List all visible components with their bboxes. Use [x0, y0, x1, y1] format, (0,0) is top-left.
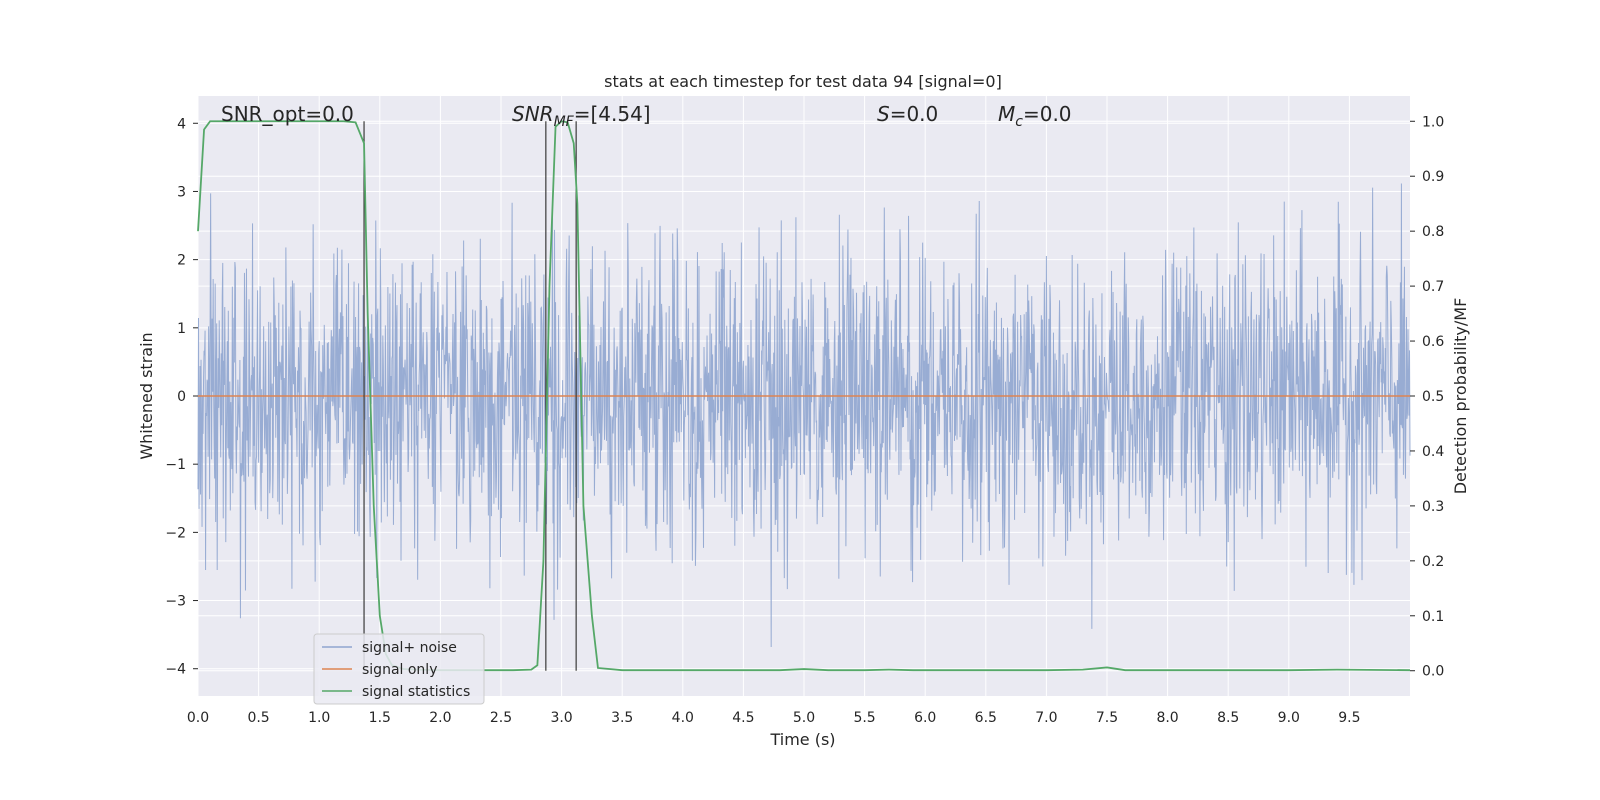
y-tick-label-right: 0.2 [1422, 554, 1444, 570]
x-tick-label: 4.0 [672, 710, 694, 726]
y-tick-label-right: 0.3 [1422, 499, 1444, 515]
y-tick-label-right: 0.8 [1422, 224, 1444, 240]
y-tick-label-left: −3 [165, 594, 186, 610]
signal-noise-series [197, 183, 1411, 647]
y-axis-right-ticks: 1.0 0.9 0.8 0.7 0.6 0.5 0.4 0.3 0.2 0.1 0.0 [1410, 114, 1444, 680]
x-tick-label: 8.5 [1217, 710, 1239, 726]
y-tick-label-left: 2 [177, 253, 186, 269]
x-tick-label: 3.0 [550, 710, 572, 726]
y-axis-left-ticks: 4 3 2 1 0 −1 −2 −3 −4 [165, 116, 198, 678]
annotation-s-value: =0.0 [890, 102, 939, 126]
x-tick-label: 9.5 [1338, 710, 1360, 726]
x-tick-label: 1.0 [308, 710, 330, 726]
x-tick-label: 2.0 [429, 710, 451, 726]
signal-statistics-series [197, 120, 1411, 672]
y-tick-label-right: 1.0 [1422, 114, 1444, 130]
x-tick-label: 1.5 [369, 710, 391, 726]
legend: signal+ noise signal only signal statist… [313, 633, 485, 705]
annotation-mc: Mc=0.0 [998, 102, 1072, 130]
chart-title: stats at each timestep for test data 94 … [604, 72, 1002, 91]
x-tick-label: 6.5 [975, 710, 997, 726]
x-tick-label: 0.5 [247, 710, 269, 726]
x-tick-label: 9.0 [1278, 710, 1300, 726]
legend-label-signal-only: signal only [362, 662, 437, 678]
y-axis-right-label: Detection probability/MF [1451, 298, 1470, 495]
annotation-snr-mf-value: =[4.54] [574, 102, 651, 126]
y-tick-label-left: 1 [177, 321, 186, 337]
x-tick-label: 3.5 [611, 710, 633, 726]
y-tick-label-left: 3 [177, 184, 186, 200]
y-tick-label-left: −4 [165, 662, 186, 678]
x-tick-label: 0.0 [187, 710, 209, 726]
y-tick-label-right: 0.6 [1422, 334, 1444, 350]
annotation-snr-mf-sub: MF [554, 114, 575, 130]
x-tick-label: 4.5 [732, 710, 754, 726]
y-tick-label-left: 4 [177, 116, 186, 132]
x-tick-label: 5.5 [853, 710, 875, 726]
x-tick-label: 5.0 [793, 710, 815, 726]
legend-label-signal-statistics: signal statistics [362, 684, 470, 700]
y-tick-label-left: 0 [177, 389, 186, 405]
x-tick-label: 8.0 [1156, 710, 1178, 726]
annotation-mc-value: =0.0 [1023, 102, 1072, 126]
y-tick-label-left: −1 [165, 457, 186, 473]
annotation-snr-mf: SNRMF=[4.54] [512, 102, 651, 130]
x-axis-ticks: 0.0 0.5 1.0 1.5 2.0 2.5 3.0 3.5 4.0 4.5 5.0 5.5 6.0 6… [187, 710, 1361, 726]
x-tick-label: 6.0 [914, 710, 936, 726]
y-tick-label-right: 0.5 [1422, 389, 1444, 405]
annotation-snr-mf-main: SNR [512, 102, 554, 126]
signal-noise-line [197, 183, 1411, 647]
y-tick-label-left: −2 [165, 525, 186, 541]
x-tick-label: 2.5 [490, 710, 512, 726]
legend-label-signal-noise: signal+ noise [362, 640, 457, 656]
x-tick-label: 7.5 [1096, 710, 1118, 726]
y-tick-label-right: 0.7 [1422, 279, 1444, 295]
y-tick-label-right: 0.1 [1422, 609, 1444, 625]
vertical-markers [363, 121, 577, 671]
annotation-snr-opt: SNR_opt=0.0 [221, 102, 354, 126]
y-tick-label-right: 0.4 [1422, 444, 1444, 460]
y-axis-left-label: Whitened strain [137, 332, 156, 459]
x-axis-label: Time (s) [769, 730, 835, 749]
annotation-s: S=0.0 [877, 102, 938, 126]
annotation-mc-main: M [998, 102, 1015, 126]
annotation-mc-sub: c [1015, 114, 1023, 130]
legend-box [313, 633, 485, 705]
annotation-s-main: S [877, 102, 890, 126]
y-tick-label-right: 0.9 [1422, 169, 1444, 185]
x-tick-label: 7.0 [1035, 710, 1057, 726]
signal-statistics-line [197, 120, 1411, 672]
y-tick-label-right: 0.0 [1422, 664, 1444, 680]
